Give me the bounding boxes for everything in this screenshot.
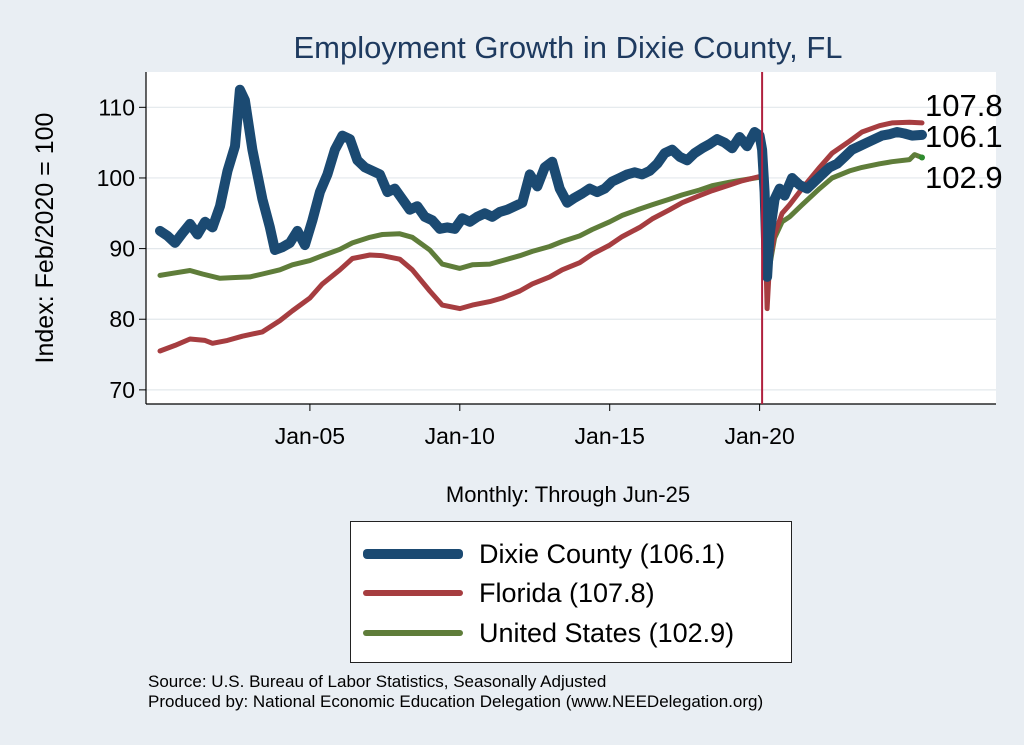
series-lines — [155, 72, 927, 404]
producer-line: Produced by: National Economic Education… — [148, 692, 764, 711]
legend-item-florida: Florida (107.8) — [363, 575, 655, 611]
y-tick-label: 100 — [97, 165, 135, 191]
legend-label-united-states: United States (102.9) — [479, 617, 735, 648]
end-label: 107.8 — [925, 88, 1003, 123]
end-label: 106.1 — [925, 119, 1003, 154]
x-tick-label: Jan-15 — [575, 423, 645, 449]
y-tick-label: 80 — [109, 306, 135, 332]
chart-title: Employment Growth in Dixie County, FL — [293, 30, 842, 65]
series-line-united-states — [157, 152, 925, 283]
y-tick-label: 110 — [98, 94, 135, 120]
y-tick-label: 70 — [109, 377, 135, 403]
legend-label-florida: Florida (107.8) — [479, 577, 655, 608]
series-line-dixie-county — [155, 84, 927, 282]
x-tick-label: Jan-20 — [724, 423, 794, 449]
legend-swatch-united-states — [363, 630, 463, 636]
x-tick-label: Jan-10 — [425, 423, 495, 449]
end-label: 102.9 — [925, 160, 1003, 195]
legend-swatch-florida — [363, 590, 463, 596]
x-tick-label: Jan-05 — [275, 423, 345, 449]
axes: 70 80 90 100 110 Jan-05 Jan-10 Jan-15 Jan-20 — [97, 72, 996, 449]
legend-item-united-states: United States (102.9) — [363, 615, 734, 651]
legend-label-dixie-county: Dixie County (106.1) — [479, 538, 726, 569]
legend-swatch-dixie-county — [363, 549, 463, 559]
series-line-florida — [157, 119, 925, 354]
legend: Dixie County (106.1) Florida (107.8) Uni… — [350, 521, 792, 663]
y-tick-label: 90 — [109, 236, 135, 262]
legend-item-dixie-county: Dixie County (106.1) — [363, 536, 725, 572]
source-line: Source: U.S. Bureau of Labor Statistics,… — [148, 672, 607, 691]
y-axis-label: Index: Feb/2020 = 100 — [31, 113, 59, 364]
source-note: Source: U.S. Bureau of Labor Statistics,… — [148, 672, 763, 712]
endpoint-marker-united-states — [919, 154, 925, 161]
x-axis-label: Monthly: Through Jun-25 — [446, 482, 690, 507]
